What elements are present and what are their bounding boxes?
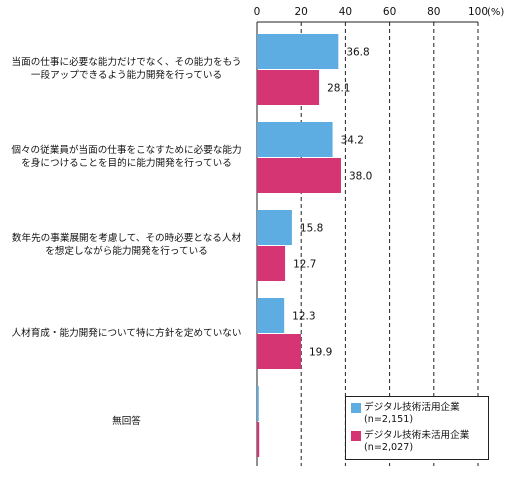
data-label: 28.1 (327, 83, 350, 95)
x-tick-label: 20 (295, 6, 308, 18)
data-label: 38.0 (349, 171, 372, 183)
category-label: 無回答 (4, 415, 249, 428)
legend-item-digital: デジタル技術活用企業 (n=2,151) (351, 402, 484, 426)
bar-0-1 (257, 122, 333, 157)
x-unit-label: (%) (487, 7, 504, 18)
legend: デジタル技術活用企業 (n=2,151) デジタル技術未活用企業 (n=2,02… (345, 396, 489, 460)
category-label: 個々の従業員が当面の仕事をこなすために必要な能力 を身につけることを目的に能力開発… (4, 144, 249, 170)
data-label: 12.3 (292, 311, 315, 323)
legend-swatch-digital (351, 403, 361, 413)
category-label-line: 人材育成・能力開発について特に方針を定めていない (11, 327, 242, 339)
category-label-line: 一段アップできるよう能力開発を行っている (30, 70, 223, 81)
x-tick-label: 80 (427, 6, 440, 18)
data-label: 12.7 (293, 259, 316, 271)
category-label-line: を身につけることを目的に能力開発を行っている (21, 158, 232, 169)
bar-1-0 (257, 70, 320, 105)
data-label: 15.8 (300, 223, 323, 235)
legend-swatch-nondigital (351, 431, 361, 441)
data-label: 34.2 (341, 135, 364, 147)
category-label-line: 当面の仕事に必要な能力だけでなく、その能力をもう (11, 57, 242, 68)
x-tick-label: 40 (339, 6, 352, 18)
bar-1-2 (257, 246, 286, 281)
x-tick-label: 60 (383, 6, 396, 18)
legend-item-nondigital: デジタル技術未活用企業 (n=2,027) (351, 430, 484, 454)
bar-0-3 (257, 298, 285, 333)
category-label-line: を想定しながら能力開発を行っている (45, 246, 208, 257)
data-label: 19.9 (309, 347, 332, 359)
legend-n-nondigital: (n=2,027) (364, 442, 414, 453)
category-label-line: 数年先の事業展開を考慮して、その時必要となる人材 (11, 233, 242, 244)
legend-label-digital: デジタル技術活用企業 (364, 402, 460, 413)
bar-1-3 (257, 334, 301, 369)
legend-label-nondigital: デジタル技術未活用企業 (364, 430, 470, 441)
data-label: 36.8 (346, 47, 369, 59)
legend-n-digital: (n=2,151) (364, 414, 414, 425)
category-label-line: 無回答 (112, 415, 141, 427)
bar-0-0 (257, 34, 339, 69)
category-label: 数年先の事業展開を考慮して、その時必要となる人材 を想定しながら能力開発を行ってい… (4, 232, 249, 258)
category-label: 当面の仕事に必要な能力だけでなく、その能力をもう 一段アップできるよう能力開発を行… (4, 56, 249, 82)
bar-0-4 (257, 386, 259, 421)
bar-1-1 (257, 158, 341, 193)
bar-1-4 (257, 422, 260, 457)
x-tick-label: 0 (254, 6, 261, 18)
category-label: 人材育成・能力開発について特に方針を定めていない (4, 327, 249, 340)
bar-0-2 (257, 210, 292, 245)
x-tick-label: 100 (468, 6, 488, 18)
category-label-line: 個々の従業員が当面の仕事をこなすために必要な能力 (11, 145, 242, 156)
